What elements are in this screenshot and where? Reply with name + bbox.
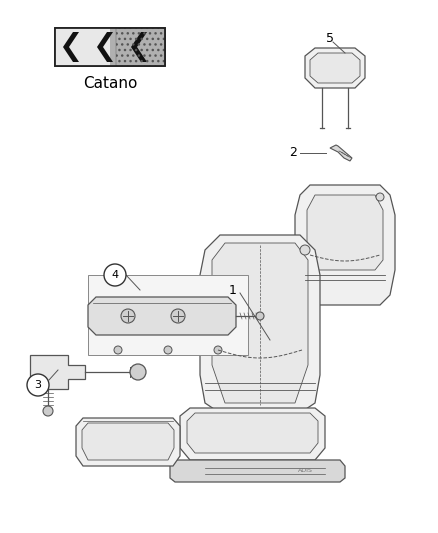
Polygon shape — [330, 145, 352, 161]
Polygon shape — [88, 297, 236, 335]
Polygon shape — [310, 53, 360, 83]
Circle shape — [114, 346, 122, 354]
Text: 3: 3 — [35, 380, 42, 390]
Circle shape — [104, 264, 126, 286]
Bar — [55, 28, 165, 66]
Polygon shape — [212, 243, 308, 403]
Polygon shape — [88, 275, 248, 355]
Text: Catano: Catano — [83, 77, 137, 92]
Bar — [116, 28, 165, 66]
Circle shape — [300, 245, 310, 255]
Text: ADIS: ADIS — [297, 469, 312, 473]
Polygon shape — [63, 32, 79, 62]
Polygon shape — [180, 408, 325, 460]
Text: 2: 2 — [289, 147, 297, 159]
Circle shape — [130, 364, 146, 380]
Circle shape — [164, 346, 172, 354]
Circle shape — [121, 309, 135, 323]
Circle shape — [171, 309, 185, 323]
Text: 4: 4 — [111, 270, 119, 280]
Circle shape — [27, 374, 49, 396]
Bar — [55, 28, 110, 66]
Circle shape — [214, 346, 222, 354]
Text: 1: 1 — [229, 284, 237, 296]
Circle shape — [256, 312, 264, 320]
Polygon shape — [170, 460, 345, 482]
Circle shape — [376, 193, 384, 201]
Polygon shape — [82, 423, 174, 460]
Polygon shape — [307, 195, 383, 270]
Polygon shape — [97, 32, 113, 62]
Polygon shape — [131, 32, 147, 62]
Polygon shape — [187, 413, 318, 453]
Bar — [55, 28, 165, 66]
Polygon shape — [30, 355, 85, 389]
Circle shape — [43, 406, 53, 416]
Polygon shape — [295, 185, 395, 305]
Polygon shape — [200, 235, 320, 413]
Bar — [110, 28, 165, 66]
Polygon shape — [305, 48, 365, 88]
Polygon shape — [76, 418, 180, 466]
Text: 5: 5 — [326, 31, 334, 44]
